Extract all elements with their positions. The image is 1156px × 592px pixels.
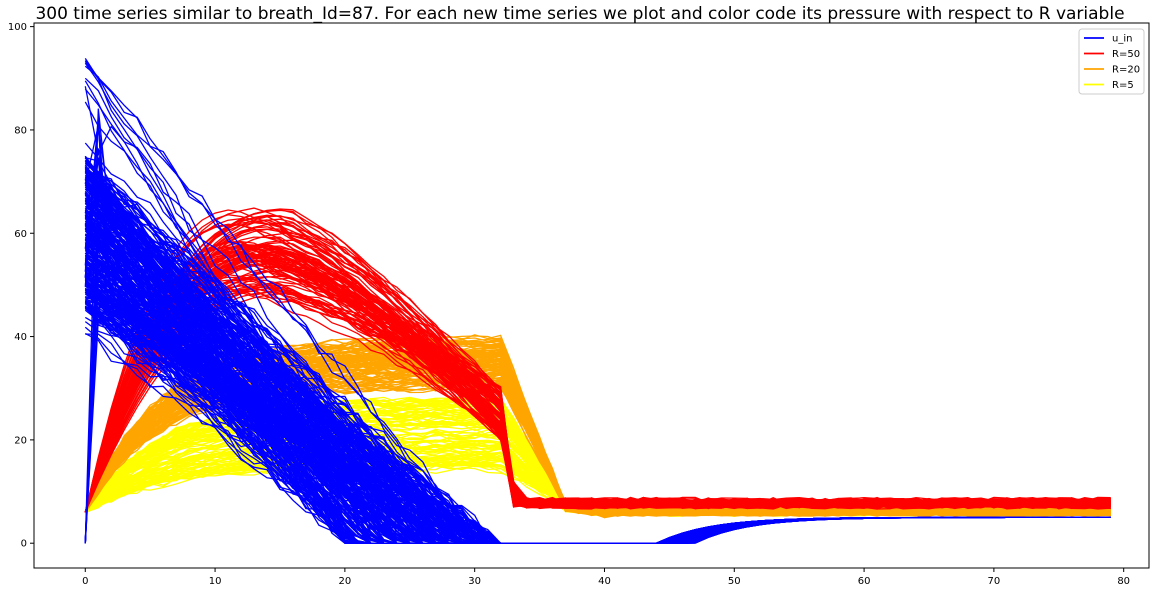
x-tick-label: 30 — [468, 576, 481, 587]
r50-series-line — [84, 250, 1111, 513]
y-axis: 0 20 40 60 80 100 — [8, 22, 34, 550]
x-axis: 0 10 20 30 40 50 60 70 80 — [82, 568, 1130, 587]
legend-label: R=5 — [1112, 80, 1134, 91]
r50-series-line — [84, 291, 1111, 513]
y-tick-label: 80 — [14, 125, 27, 136]
x-tick-label: 50 — [728, 576, 741, 587]
r50-series-line — [84, 223, 1111, 513]
x-tick-label: 40 — [598, 576, 611, 587]
legend-label: u_in — [1112, 34, 1132, 45]
r50-series-line — [84, 286, 1111, 513]
legend-label: R=50 — [1112, 49, 1140, 60]
u-in-series-line — [84, 280, 1111, 544]
series-lines — [84, 58, 1111, 544]
x-tick-label: 60 — [858, 576, 871, 587]
x-tick-label: 80 — [1117, 576, 1130, 587]
x-tick-label: 20 — [339, 576, 352, 587]
x-tick-label: 10 — [209, 576, 222, 587]
x-tick-label: 0 — [82, 576, 88, 587]
y-tick-label: 100 — [8, 22, 27, 33]
legend: u_in R=50 R=20 R=5 — [1078, 28, 1145, 95]
chart-title: 300 time series similar to breath_Id=87.… — [35, 4, 1124, 24]
y-tick-label: 60 — [14, 229, 27, 240]
legend-box — [1078, 28, 1145, 95]
x-tick-label: 70 — [988, 576, 1001, 587]
y-tick-label: 0 — [21, 539, 27, 550]
legend-label: R=20 — [1112, 65, 1140, 76]
y-tick-label: 20 — [14, 435, 27, 446]
plot-frame — [33, 22, 1150, 569]
y-tick-label: 40 — [14, 332, 27, 343]
